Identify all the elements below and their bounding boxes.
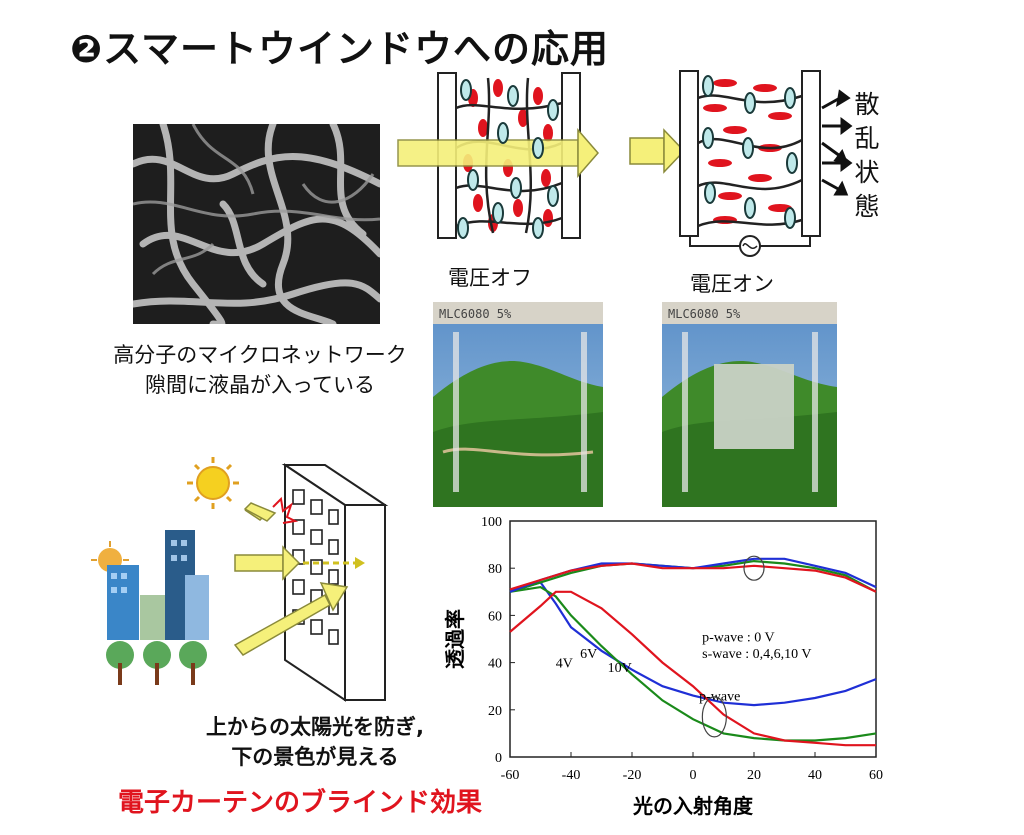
blind-caption-line1: 上からの太陽光を防ぎ, [206, 715, 424, 739]
annotation-label: p-wave : 0 V [702, 630, 774, 645]
light-arrows [233, 496, 365, 656]
annotation-oval-low [701, 696, 727, 738]
annotation-oval-high [743, 555, 765, 581]
series-line-5 [509, 562, 877, 593]
x-tick-label: -40 [562, 768, 581, 783]
effect-label: 電子カーテンのブラインド効果 [118, 788, 483, 818]
scatter-state-label: 散 乱 状 態 [852, 88, 882, 224]
x-tick-label: -20 [623, 768, 642, 783]
window-photo-on: MLC6080 5% [662, 302, 837, 507]
x-tick-label: 60 [869, 768, 883, 783]
y-tick-label: 100 [481, 515, 502, 530]
scatter-char-2: 乱 [854, 124, 880, 153]
tree-icons [106, 641, 207, 685]
y-tick-label: 0 [495, 751, 502, 766]
scatter-char-1: 散 [854, 90, 880, 119]
series-line-0 [509, 581, 877, 707]
x-tick-label: 40 [808, 768, 822, 783]
photo-off-marking: MLC6080 5% [439, 307, 512, 321]
sem-micrograph [133, 124, 380, 324]
series-line-1 [509, 585, 877, 742]
scatter-char-4: 態 [854, 192, 880, 221]
window-photo-off: MLC6080 5% [433, 302, 603, 507]
x-tick-label: 20 [747, 768, 761, 783]
page-title: ❷スマートウインドウへの応用 [70, 27, 610, 71]
cell-on-diagram [629, 70, 853, 257]
voltage-on-label: 電圧オン [690, 272, 774, 296]
building-window-block [281, 463, 389, 702]
annotation-label: s-wave : 0,4,6,10 V [702, 647, 811, 662]
y-tick-label: 80 [488, 562, 502, 577]
micro-network-image [133, 124, 380, 324]
annotation-label: 10V [608, 661, 632, 676]
series-line-2 [509, 590, 876, 747]
micro-caption-line2: 隙間に液晶が入っている [145, 373, 375, 397]
transmittance-chart: -60 -40 -20 0 20 40 60 0 20 40 60 80 100 光の入射角度 透過率 4V 6… [443, 515, 883, 818]
sun-icon [187, 457, 239, 509]
y-tick-label: 20 [488, 704, 502, 719]
voltage-off-label: 電圧オフ [448, 266, 532, 290]
photo-on-marking: MLC6080 5% [668, 307, 741, 321]
x-tick-label: 0 [690, 768, 697, 783]
micro-caption-line1: 高分子のマイクロネットワーク [113, 343, 407, 367]
blind-effect-illustration [91, 457, 389, 702]
annotation-label: 4V [556, 656, 573, 671]
city-buildings [107, 530, 209, 640]
annotation-label: p-wave [699, 689, 740, 704]
blind-caption-line2: 下の景色が見える [231, 745, 399, 769]
y-tick-label: 40 [488, 657, 502, 672]
landscape-photo-off: MLC6080 5% [433, 302, 603, 507]
blind-caption: 上からの太陽光を防ぎ, 下の景色が見える [180, 712, 450, 772]
scatter-char-3: 状 [854, 158, 880, 187]
cell-off-diagram [397, 72, 599, 239]
micro-network-caption: 高分子のマイクロネットワーク 隙間に液晶が入っている [105, 340, 415, 400]
y-tick-label: 60 [488, 609, 502, 624]
landscape-photo-on: MLC6080 5% [662, 302, 837, 507]
x-axis-label: 光の入射角度 [632, 794, 754, 818]
x-tick-label: -60 [501, 768, 520, 783]
y-axis-label: 透過率 [443, 609, 467, 669]
annotation-label: 6V [580, 647, 597, 662]
plot-frame [509, 520, 877, 758]
